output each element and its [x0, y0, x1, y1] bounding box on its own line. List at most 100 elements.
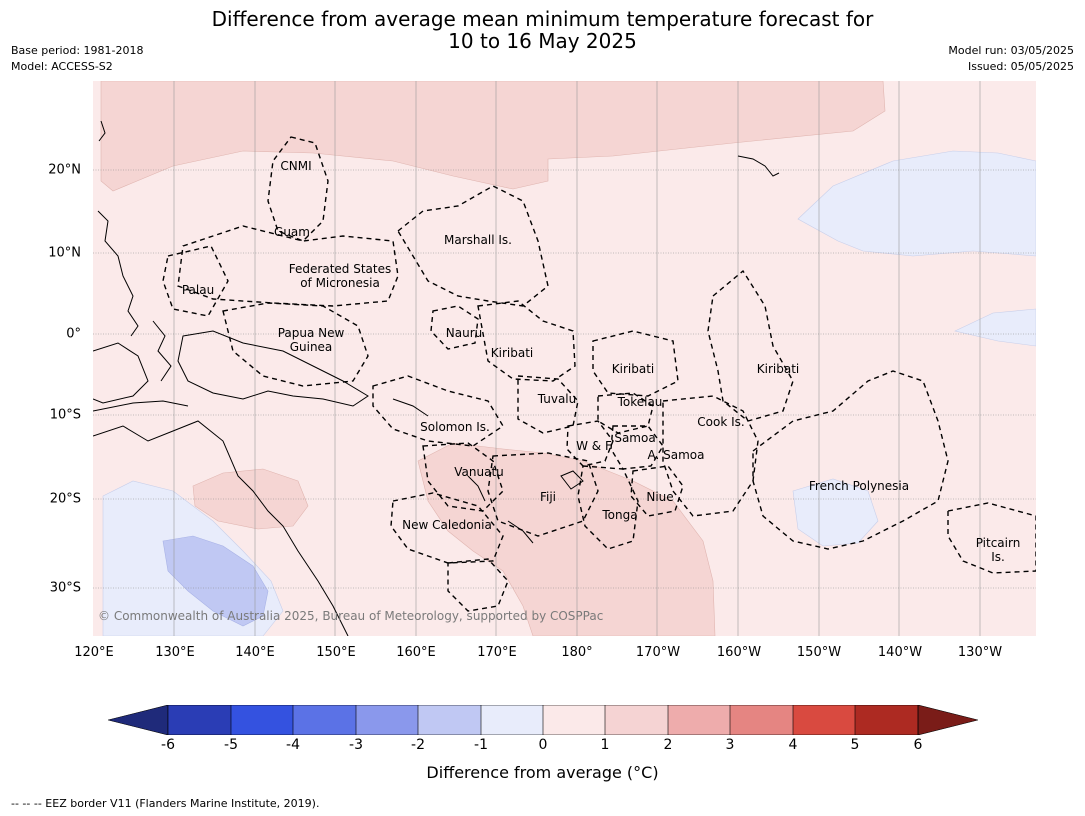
lon-tick-7: 170°W	[635, 645, 681, 660]
band-1-2-north	[100, 81, 886, 192]
colorbar-svg	[107, 704, 979, 736]
eez-new-caledonia	[390, 492, 504, 564]
label-tokelau: Tokelau	[617, 395, 663, 409]
label-kiribati-c: Kiribati	[611, 362, 655, 376]
label-cnmi: CNMI	[280, 159, 312, 173]
label-asamoa: A. Samoa	[647, 448, 705, 462]
colorbar-seg-7	[605, 705, 668, 735]
eez-kiribati-c	[592, 330, 679, 397]
colorbar-dividers	[230, 705, 856, 735]
label-fsm: Federated States of Micronesia	[289, 262, 391, 290]
lon-tick-3: 150°E	[316, 645, 356, 660]
label-tonga: Tonga	[602, 508, 638, 522]
label-fsm-line1: Federated States	[288, 262, 392, 276]
eez-fsm	[177, 225, 399, 307]
colorbar-title: Difference from average (°C)	[426, 763, 659, 782]
eez-cnmi	[267, 136, 329, 242]
new-guinea-coast	[177, 330, 369, 407]
eez-french-polynesia	[752, 370, 949, 550]
colorbar-label-0: -6	[161, 737, 175, 753]
solomon-islands	[392, 398, 429, 417]
eez-solomon	[372, 375, 504, 447]
vanuatu-islands	[467, 475, 486, 502]
band-neg2-neg1-tasman	[162, 535, 269, 627]
title-line-2: 10 to 16 May 2025	[448, 29, 637, 53]
label-vanuatu: Vanuatu	[454, 465, 504, 479]
eez-kiribati-w	[477, 300, 576, 382]
model-run: Model run: 03/05/2025	[948, 44, 1074, 57]
lat-tick-4: 20°S	[49, 491, 81, 507]
meta-right: Model run: 03/05/2025 Issued: 05/05/2025	[948, 43, 1074, 75]
label-tuvalu: Tuvalu	[537, 392, 577, 406]
label-solomon: Solomon Is.	[420, 420, 490, 434]
lon-tick-2: 140°E	[235, 645, 275, 660]
label-samoa: Samoa	[614, 431, 656, 445]
label-png: Papua New Guinea	[278, 326, 345, 354]
parallel-lines	[93, 169, 1036, 589]
colorbar	[107, 704, 979, 739]
lat-tick-0: 20°N	[48, 162, 81, 178]
eez-samoa	[610, 425, 664, 470]
borneo-coast	[93, 342, 149, 404]
label-cook: Cook Is.	[697, 415, 745, 429]
eez-marshall	[397, 185, 549, 307]
meta-left: Base period: 1981-2018 Model: ACCESS-S2	[11, 43, 143, 75]
colorbar-seg-3	[356, 705, 418, 735]
eez-cook	[662, 395, 759, 517]
label-kiribati-e: Kiribati	[756, 362, 800, 376]
colorbar-seg-1	[231, 705, 293, 735]
colorbar-label-7: 1	[600, 737, 610, 753]
label-kiribati-w: Kiribati	[490, 346, 534, 360]
colorbar-seg-2	[293, 705, 356, 735]
lon-tick-4: 160°E	[396, 645, 436, 660]
colorbar-label-5: -1	[474, 737, 488, 753]
label-png-line1: Papua New	[277, 326, 345, 340]
colorbar-label-12: 6	[913, 737, 923, 753]
colorbar-label-6: 0	[538, 737, 548, 753]
lon-tick-5: 170°E	[477, 645, 517, 660]
colorbar-seg-9	[730, 705, 793, 735]
eez-tonga	[577, 465, 639, 550]
colorbar-label-1: -5	[224, 737, 238, 753]
title-line-1: Difference from average mean minimum tem…	[211, 7, 874, 31]
lon-tick-0: 120°E	[74, 645, 114, 660]
colorbar-label-9: 3	[725, 737, 735, 753]
eez-pitcairn	[947, 502, 1036, 574]
colorbar-label-2: -4	[286, 737, 300, 753]
label-marshall: Marshall Is.	[444, 233, 512, 247]
eez-vanuatu	[422, 442, 504, 512]
lon-tick-9: 150°W	[796, 645, 842, 660]
lon-tick-6: 180°	[561, 645, 593, 660]
label-fsm-line2: of Micronesia	[300, 276, 380, 290]
label-fiji: Fiji	[539, 490, 557, 504]
eez-norfolk	[447, 558, 509, 612]
map-title: Difference from average mean minimum tem…	[0, 8, 1085, 52]
lon-tick-11: 130°W	[957, 645, 1003, 660]
colorbar-label-8: 2	[663, 737, 673, 753]
lon-tick-10: 140°W	[877, 645, 923, 660]
colorbar-label-10: 4	[788, 737, 798, 753]
lat-tick-5: 30°S	[49, 580, 81, 596]
eez-kiribati-e	[707, 269, 794, 422]
fiji-islands	[560, 470, 584, 490]
timor-coast	[93, 400, 189, 412]
lon-tick-1: 130°E	[155, 645, 195, 660]
colorbar-label-11: 5	[850, 737, 860, 753]
colorbar-seg-0	[168, 705, 231, 735]
philippines-coast	[97, 210, 139, 337]
label-new-caledonia: New Caledonia	[402, 518, 492, 532]
label-niue: Niue	[646, 490, 674, 504]
label-palau: Palau	[181, 283, 215, 297]
label-nauru: Nauru	[445, 326, 483, 340]
lat-tick-2: 0°	[66, 326, 81, 342]
label-pitcairn-line1: Pitcairn	[975, 536, 1021, 550]
lon-tick-8: 160°W	[716, 645, 762, 660]
meridian-lines	[173, 81, 981, 636]
eez-nauru	[430, 305, 479, 350]
map-svg	[93, 81, 1036, 636]
copyright-notice: © Commonwealth of Australia 2025, Bureau…	[98, 609, 604, 623]
eez-footnote: -- -- -- EEZ border V11 (Flanders Marine…	[11, 797, 320, 810]
lat-tick-3: 10°S	[49, 407, 81, 423]
hawaii-islands	[737, 155, 780, 177]
colorbar-label-3: -3	[349, 737, 363, 753]
